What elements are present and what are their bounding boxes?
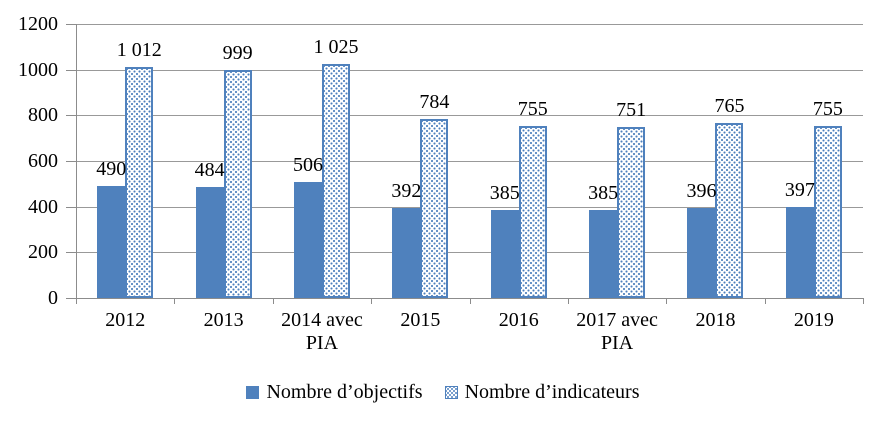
x-axis-tick xyxy=(666,298,668,304)
x-axis-tick xyxy=(76,298,77,304)
y-axis-label: 200 xyxy=(28,241,58,264)
legend: Nombre d’objectifs Nombre d’indicateurs xyxy=(0,381,886,404)
y-axis-label: 1200 xyxy=(18,13,58,35)
bar-objectifs xyxy=(293,182,322,298)
legend-marker-solid-icon xyxy=(246,386,260,399)
y-gridline xyxy=(76,161,863,162)
data-label: 784 xyxy=(419,90,450,113)
bar-objectifs xyxy=(97,186,126,298)
bar-objectifs xyxy=(490,210,519,298)
y-axis-label: 0 xyxy=(48,287,58,309)
y-axis-tick xyxy=(66,298,76,299)
data-label: 484 xyxy=(194,159,225,182)
data-label: 385 xyxy=(489,182,520,205)
x-axis-tick xyxy=(567,298,569,304)
data-label: 385 xyxy=(588,182,619,205)
x-axis-label: 2019 xyxy=(793,309,834,331)
legend-marker-dotted-icon xyxy=(444,386,458,399)
x-axis-tick xyxy=(174,298,176,304)
x-axis-tick xyxy=(272,298,274,304)
y-axis-tick xyxy=(66,206,76,208)
x-axis-label: 2017 avec PIA xyxy=(576,309,658,354)
bar-indicateurs xyxy=(125,66,154,298)
y-gridline xyxy=(76,115,863,117)
bar-objectifs xyxy=(392,208,421,298)
bar-indicateurs xyxy=(715,123,744,298)
bar-indicateurs xyxy=(420,118,449,298)
data-label: 755 xyxy=(517,97,548,120)
legend-entry: Nombre d’objectifs xyxy=(246,381,423,404)
bar-indicateurs xyxy=(617,126,646,298)
bar-indicateurs xyxy=(813,125,842,298)
y-axis-tick xyxy=(66,115,76,117)
data-label: 396 xyxy=(686,179,717,202)
legend-label: Nombre d’indicateurs xyxy=(464,381,640,403)
bar-objectifs xyxy=(687,207,716,298)
bar-indicateurs xyxy=(321,63,350,298)
data-label: 755 xyxy=(812,97,843,120)
y-gridline xyxy=(76,24,863,25)
bar-objectifs xyxy=(195,187,224,298)
y-axis-label: 800 xyxy=(28,104,58,127)
data-label: 751 xyxy=(616,98,647,121)
data-label: 1 012 xyxy=(116,38,162,61)
x-axis-tick xyxy=(469,298,471,304)
data-label: 397 xyxy=(784,179,815,202)
x-axis-label: 2016 xyxy=(498,309,539,331)
y-axis-tick xyxy=(66,69,76,71)
y-axis-label: 1000 xyxy=(18,58,58,81)
y-axis-tick xyxy=(66,161,76,162)
y-axis-tick xyxy=(66,252,76,254)
data-label: 1 025 xyxy=(313,35,359,58)
x-axis-tick xyxy=(371,298,373,304)
x-axis-tick xyxy=(863,298,864,304)
x-axis-label: 2018 xyxy=(695,309,736,331)
x-axis-label: 2014 avec PIA xyxy=(281,309,363,354)
y-axis-line xyxy=(76,24,77,298)
y-gridline xyxy=(76,69,863,71)
y-gridline xyxy=(76,206,863,208)
data-label: 765 xyxy=(714,95,745,118)
x-axis-label: 2015 xyxy=(400,309,441,331)
y-gridline xyxy=(76,252,863,254)
bar-indicateurs xyxy=(518,125,547,298)
legend-entry: Nombre d’indicateurs xyxy=(444,381,640,404)
x-axis-label: 2012 xyxy=(105,309,146,331)
bar-objectifs xyxy=(589,210,618,298)
legend-label: Nombre d’objectifs xyxy=(266,381,423,403)
data-label: 490 xyxy=(96,158,127,181)
data-label: 392 xyxy=(391,180,422,203)
data-label: 506 xyxy=(292,154,323,177)
y-axis-tick xyxy=(66,24,76,25)
y-axis-label: 600 xyxy=(28,150,58,172)
x-axis-label: 2013 xyxy=(203,309,244,331)
y-axis-label: 400 xyxy=(28,195,58,218)
x-axis-tick xyxy=(764,298,766,304)
bar-indicateurs xyxy=(223,69,252,298)
data-label: 999 xyxy=(222,41,253,64)
bar-objectifs xyxy=(785,207,814,298)
